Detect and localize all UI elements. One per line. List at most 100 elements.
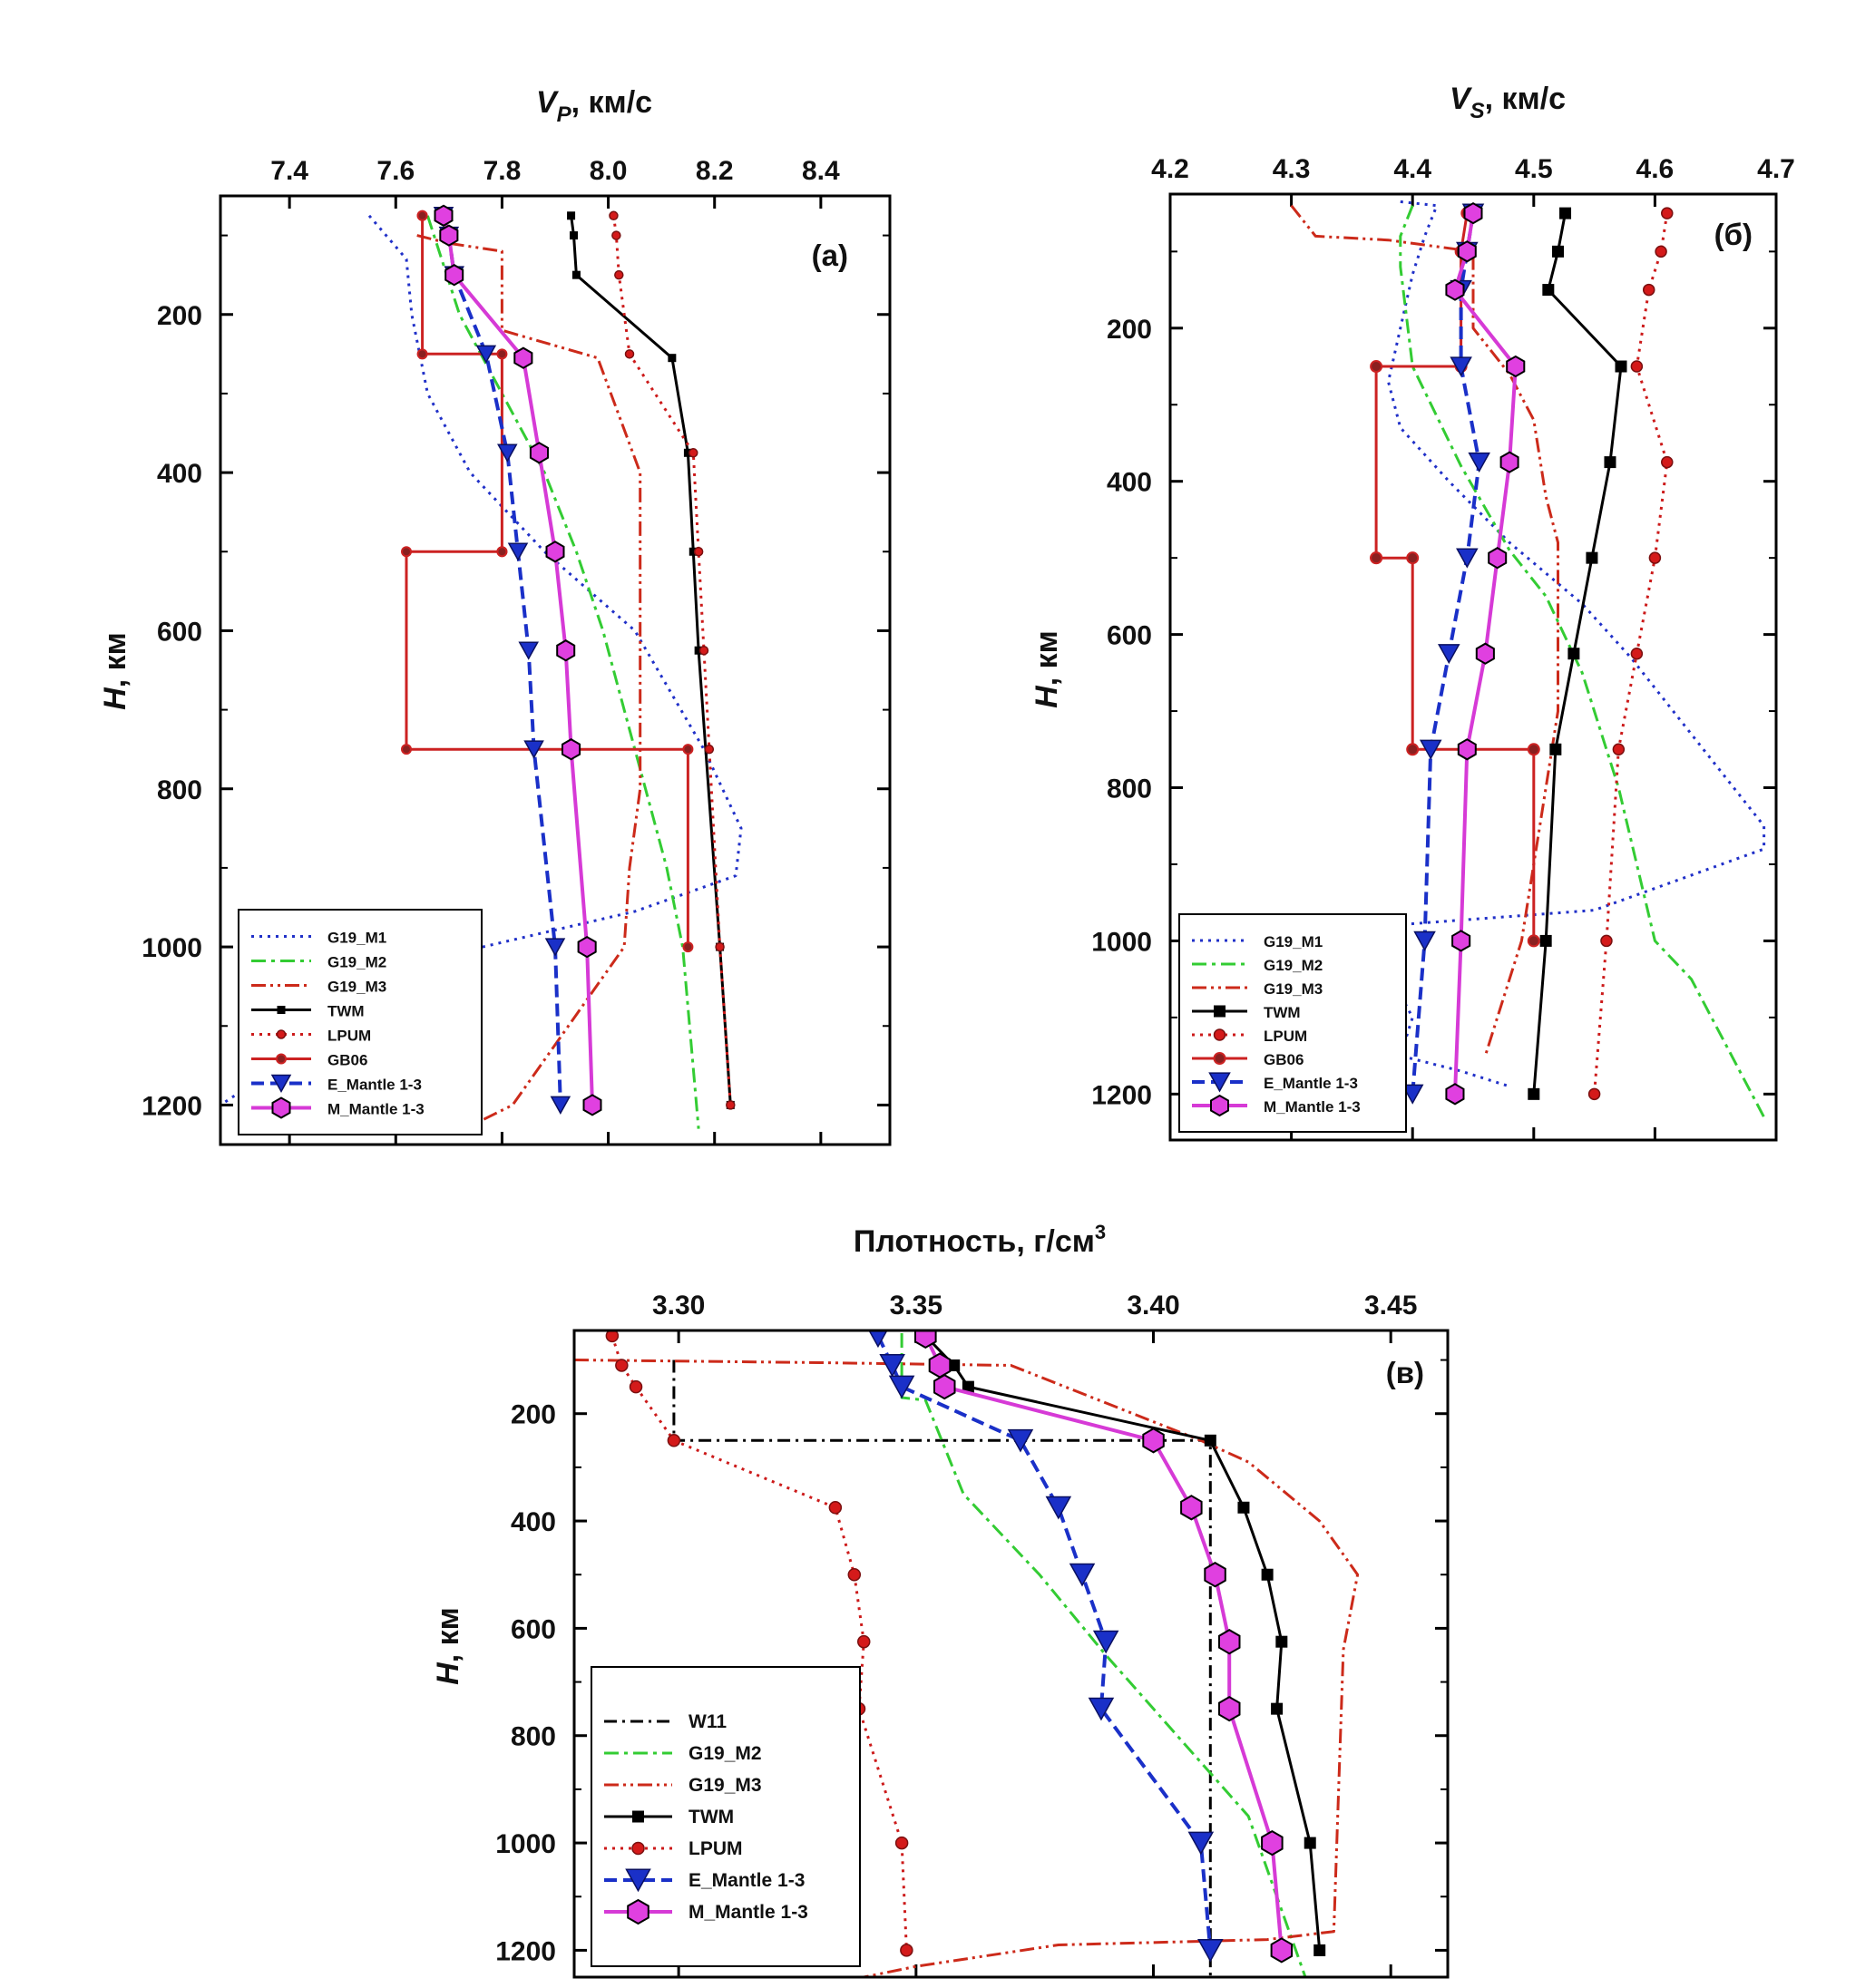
series-line-e-mantle-1-3 xyxy=(876,1335,1213,1951)
data-point-m-mantle-1-3 xyxy=(1445,1083,1465,1106)
data-point-m-mantle-1-3 xyxy=(444,264,464,287)
data-point-m-mantle-1-3 xyxy=(933,1373,956,1400)
data-point-lpum xyxy=(1600,934,1613,948)
data-point-e-mantle-1-3 xyxy=(1450,356,1472,377)
legend-label-g19-m3: G19_M3 xyxy=(688,1775,762,1796)
data-point-lpum xyxy=(847,1567,862,1582)
data-point-gb06 xyxy=(401,546,412,558)
data-point-e-mantle-1-3 xyxy=(879,1354,905,1378)
data-point-e-mantle-1-3 xyxy=(1007,1428,1034,1453)
x-tick-label: 4.2 xyxy=(1151,154,1189,184)
data-point-e-mantle-1-3 xyxy=(1401,1084,1424,1105)
series-line-lpum xyxy=(1593,212,1669,1095)
legend-label-lpum: LPUM xyxy=(1264,1028,1307,1045)
legend-marker-e-mantle-1-3 xyxy=(625,1868,651,1893)
x-tick-label: 4.5 xyxy=(1515,154,1553,184)
data-point-m-mantle-1-3 xyxy=(513,346,533,369)
data-point-m-mantle-1-3 xyxy=(1499,451,1519,473)
data-point-m-mantle-1-3 xyxy=(1445,278,1465,301)
data-point-gb06 xyxy=(682,941,694,953)
x-tick-label: 8.0 xyxy=(590,156,628,186)
data-point-twm xyxy=(668,354,677,363)
data-point-twm xyxy=(1313,1944,1326,1956)
data-point-m-mantle-1-3 xyxy=(1204,1562,1226,1588)
data-point-lpum xyxy=(624,349,635,359)
series-line-twm xyxy=(924,1334,1322,1951)
chart-rho: Плотность, г/см3 H, км 3.30 3.35 3.40 3.45 2… xyxy=(431,1221,1450,1979)
data-point-m-mantle-1-3 xyxy=(434,204,454,227)
legend-label-g19-m1: G19_M1 xyxy=(1264,933,1323,950)
y-tick-label: 200 xyxy=(1107,315,1152,345)
data-point-lpum xyxy=(894,1836,909,1850)
plot-area-vp: 7.4 7.6 7.8 8.0 8.2 8.4 200 400 600 800 1000 1200 xyxy=(142,156,890,1145)
data-point-m-mantle-1-3 xyxy=(582,1094,602,1116)
y-tick-label: 800 xyxy=(157,775,202,805)
data-point-twm xyxy=(1559,207,1572,219)
x-tick-label: 4.6 xyxy=(1636,154,1675,184)
y-tick-label: 400 xyxy=(157,459,202,489)
data-point-gb06 xyxy=(682,744,694,755)
data-point-gb06 xyxy=(1370,360,1383,374)
y-tick-label: 1200 xyxy=(1091,1080,1152,1110)
data-point-m-mantle-1-3 xyxy=(439,224,459,247)
y-tick-label: 400 xyxy=(511,1507,556,1537)
y-tick-label: 1200 xyxy=(495,1936,556,1966)
x-tick-label: 4.3 xyxy=(1273,154,1311,184)
data-point-e-mantle-1-3 xyxy=(475,345,497,364)
data-point-twm xyxy=(1539,934,1552,947)
data-point-gb06 xyxy=(416,210,428,221)
y-tick-label: 800 xyxy=(1107,775,1152,804)
data-point-m-mantle-1-3 xyxy=(1218,1629,1241,1655)
data-point-e-mantle-1-3 xyxy=(1419,739,1442,760)
legend-rho: W11 G19_M2 G19_M3 TWM LPUM E_Mantle 1-3 M_Mant… xyxy=(591,1666,861,1967)
legend-label-e-mantle-1-3: E_Mantle 1-3 xyxy=(688,1870,805,1891)
legend-vs: G19_M1 G19_M2 G19_M3 TWM LPUM GB06 E_Mantle 1-… xyxy=(1178,913,1407,1133)
data-point-twm xyxy=(1271,1702,1284,1715)
chart-vp: VP, км/с H, км 7.4 7.6 7.8 8.0 8.2 8.4 200 400 6… xyxy=(98,85,892,1146)
y-tick-label: 1000 xyxy=(1091,927,1152,957)
y-tick-label: 800 xyxy=(511,1722,556,1752)
legend-label-e-mantle-1-3: E_Mantle 1-3 xyxy=(327,1077,422,1094)
legend-marker-gb06 xyxy=(276,1053,287,1065)
data-point-twm xyxy=(1261,1568,1274,1581)
legend-marker-gb06 xyxy=(1213,1052,1226,1065)
legend-marker-e-mantle-1-3 xyxy=(1208,1072,1231,1093)
series-line-lpum xyxy=(611,215,732,1106)
data-point-m-mantle-1-3 xyxy=(1142,1428,1165,1454)
data-point-e-mantle-1-3 xyxy=(1088,1697,1115,1721)
data-point-lpum xyxy=(693,547,704,557)
data-point-twm xyxy=(1304,1837,1316,1849)
legend-marker-lpum xyxy=(631,1841,645,1856)
series-line-g19-m2 xyxy=(900,1333,1307,1977)
legend-label-m-mantle-1-3: M_Mantle 1-3 xyxy=(327,1101,425,1118)
y-axis-label-vp: H, км xyxy=(98,632,132,710)
data-point-e-mantle-1-3 xyxy=(523,740,544,759)
data-point-e-mantle-1-3 xyxy=(1468,452,1490,473)
x-tick-label: 4.4 xyxy=(1393,154,1431,184)
data-point-m-mantle-1-3 xyxy=(562,738,581,761)
data-point-lpum xyxy=(1661,207,1674,219)
data-point-twm xyxy=(571,270,581,279)
data-point-lpum xyxy=(715,941,725,952)
data-point-m-mantle-1-3 xyxy=(1457,240,1477,263)
data-point-lpum xyxy=(1655,245,1667,258)
data-point-lpum xyxy=(900,1944,913,1957)
legend-vp: G19_M1 G19_M2 G19_M3 TWM LPUM GB06 E_Mantle 1-… xyxy=(238,909,483,1135)
series-line-g19-m3 xyxy=(574,1359,1360,1977)
data-point-lpum xyxy=(609,210,619,221)
legend-label-twm: TWM xyxy=(327,1003,365,1020)
y-tick-label: 200 xyxy=(157,301,202,331)
series-line-g19-m1 xyxy=(220,214,743,1106)
data-point-lpum xyxy=(611,230,621,240)
legend-box xyxy=(238,909,483,1135)
data-point-twm xyxy=(567,211,576,220)
legend-label-g19-m3: G19_M3 xyxy=(1264,980,1323,998)
y-axis-label-rho: H, км xyxy=(431,1607,465,1685)
legend-label-lpum: LPUM xyxy=(327,1028,371,1045)
data-point-e-mantle-1-3 xyxy=(1092,1630,1119,1654)
data-point-lpum xyxy=(667,1434,681,1447)
data-point-twm xyxy=(688,547,698,556)
data-point-lpum xyxy=(828,1501,843,1515)
y-tick-label: 600 xyxy=(511,1614,556,1644)
data-point-e-mantle-1-3 xyxy=(868,1330,888,1349)
